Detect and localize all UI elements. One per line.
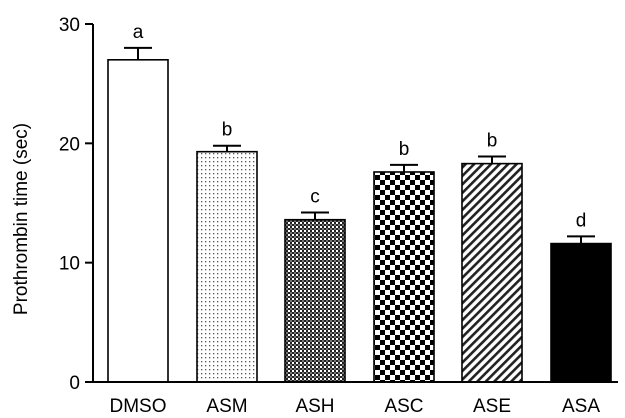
y-tick-label: 20 (59, 134, 80, 155)
x-tick-label: ASH (295, 396, 334, 417)
y-tick-label: 30 (59, 15, 80, 36)
y-axis: 0 10 20 30 (59, 15, 94, 394)
bar-asc (373, 171, 435, 383)
y-tick-label: 0 (69, 373, 80, 394)
y-axis-title-group: Prothrombin time (sec) (11, 123, 32, 315)
significance-letter: b (487, 130, 498, 151)
x-tick-label: ASA (562, 396, 600, 417)
significance-letter: b (399, 139, 410, 160)
significance-letter: a (133, 22, 144, 43)
significance-labels: a b c b b d (133, 22, 587, 232)
significance-letter: c (310, 187, 320, 208)
bar-dmso (107, 58, 169, 383)
x-axis: DMSO ASM ASH ASC ASE ASA (93, 381, 618, 417)
bars (107, 58, 612, 383)
significance-letter: d (576, 210, 587, 231)
significance-letter: b (222, 120, 233, 141)
bar-asa (550, 242, 612, 383)
x-tick-label: ASE (473, 396, 511, 417)
x-tick-label: DMSO (110, 396, 167, 417)
bar-ase (461, 162, 523, 383)
bar-asm (196, 150, 258, 383)
y-axis-title: Prothrombin time (sec) (11, 123, 32, 315)
error-bars (124, 46, 595, 244)
bar-ash (284, 218, 346, 383)
x-tick-label: ASC (384, 396, 423, 417)
x-tick-label: ASM (206, 396, 247, 417)
y-tick-label: 10 (59, 254, 80, 275)
